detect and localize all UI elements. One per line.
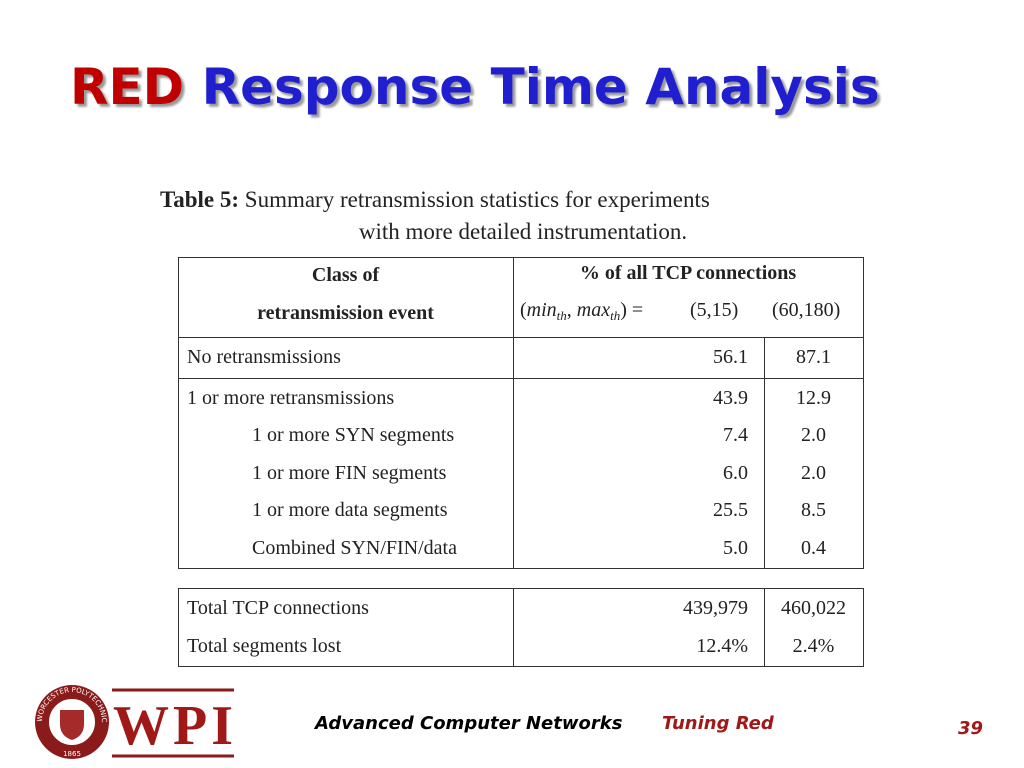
param-text: ( bbox=[520, 299, 527, 321]
table-rule bbox=[863, 377, 864, 568]
table-rule bbox=[178, 588, 179, 666]
cell-value: 7.4 bbox=[723, 424, 748, 446]
cell-value: 5.0 bbox=[723, 536, 748, 559]
row-label: 1 or more retransmissions bbox=[187, 386, 395, 409]
table-rule bbox=[178, 337, 179, 378]
cell-value: 12.9 bbox=[796, 386, 831, 409]
title-blue: Response Time Analysis bbox=[201, 58, 880, 116]
table-rule bbox=[764, 588, 765, 666]
row-label: Total segments lost bbox=[187, 634, 342, 657]
cell-value: 0.4 bbox=[801, 536, 826, 559]
row-label: 1 or more data segments bbox=[252, 499, 448, 521]
param-subscript: th bbox=[610, 308, 621, 323]
course: Advanced Computer Networks bbox=[315, 713, 623, 734]
header-class: retransmission event bbox=[257, 302, 434, 324]
header-class: Class of bbox=[311, 264, 380, 286]
cell-value: 12.4% bbox=[696, 634, 748, 657]
caption-text: with more detailed instrumentation. bbox=[358, 219, 688, 244]
row-label: No retransmissions bbox=[187, 346, 341, 368]
slide-title: RED Response Time Analysis bbox=[70, 58, 880, 116]
table-rule bbox=[178, 666, 864, 667]
table-rule bbox=[178, 568, 864, 569]
title-red: RED bbox=[70, 58, 185, 116]
seal-year: 1865 bbox=[63, 750, 81, 758]
topic: Tuning Red bbox=[662, 713, 774, 734]
cell-value: 439,979 bbox=[683, 597, 748, 619]
table-rule bbox=[178, 377, 179, 568]
caption-text: Summary retransmission statistics for ex… bbox=[244, 187, 710, 212]
cell-value: 460,022 bbox=[781, 597, 846, 619]
table-rule bbox=[863, 337, 864, 378]
header-setting: (60,180) bbox=[772, 299, 841, 321]
caption-line: Table 5: Summary retransmission statisti… bbox=[160, 187, 710, 213]
param-text: max bbox=[576, 299, 611, 321]
row-label: Total TCP connections bbox=[187, 597, 369, 619]
row-label: Combined SYN/FIN/data bbox=[252, 536, 457, 559]
shield bbox=[60, 710, 84, 740]
cell-value: 6.0 bbox=[723, 461, 748, 484]
page-number: 39 bbox=[958, 718, 984, 739]
cell-value: 87.1 bbox=[796, 346, 831, 368]
cell-value: 2.0 bbox=[801, 424, 826, 446]
table-rule bbox=[863, 588, 864, 666]
cell-value: 25.5 bbox=[713, 499, 748, 521]
table-rule bbox=[513, 257, 514, 337]
cell-value: 8.5 bbox=[801, 499, 826, 521]
header-params: (minth, maxth) = bbox=[520, 298, 643, 328]
table-rule bbox=[513, 337, 514, 378]
row-label: 1 or more FIN segments bbox=[252, 461, 447, 484]
table-rule bbox=[178, 337, 863, 338]
table-rule bbox=[178, 377, 863, 379]
param-text: , bbox=[566, 299, 577, 321]
table-rule bbox=[513, 377, 514, 568]
header-setting: (5,15) bbox=[690, 299, 739, 321]
header-percent: % of all TCP connections bbox=[579, 262, 797, 284]
param-text: min bbox=[526, 299, 557, 321]
table-rule bbox=[513, 588, 514, 666]
param-text: ) = bbox=[620, 299, 644, 321]
cell-value: 43.9 bbox=[713, 386, 748, 409]
param-subscript: th bbox=[556, 308, 567, 323]
table-rule bbox=[178, 257, 179, 337]
cell-value: 56.1 bbox=[713, 346, 748, 368]
cell-value: 2.4% bbox=[792, 634, 835, 657]
table-rule bbox=[863, 257, 864, 337]
table-rule bbox=[178, 257, 863, 258]
wpi-logo: WORCESTER POLYTECHNIC INSTITUTE 1865 WPI bbox=[28, 684, 234, 759]
logo-name: WPI bbox=[113, 695, 233, 757]
row-label: 1 or more SYN segments bbox=[252, 424, 455, 446]
cell-value: 2.0 bbox=[801, 461, 826, 484]
table-rule bbox=[764, 377, 765, 568]
table-rule bbox=[178, 588, 863, 589]
caption-label: Table 5: bbox=[160, 187, 240, 212]
table-rule bbox=[764, 337, 765, 378]
